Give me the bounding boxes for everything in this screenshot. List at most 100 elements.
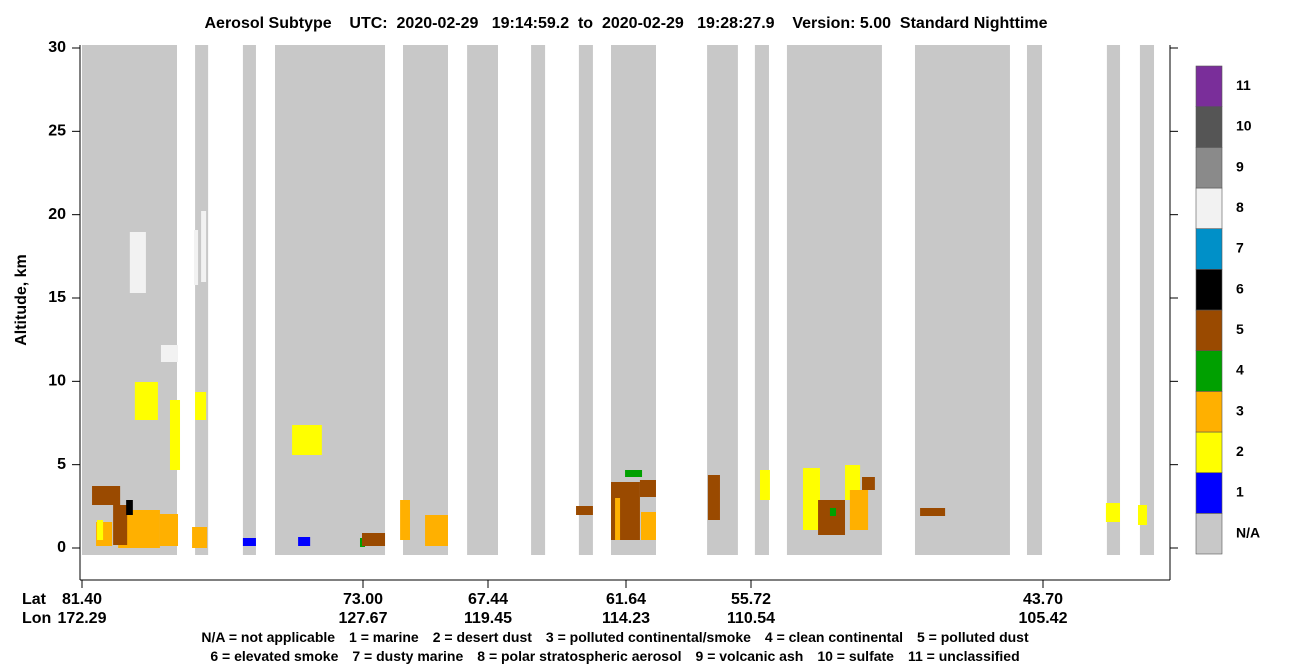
aerosol-feature bbox=[160, 345, 179, 362]
aerosol-feature bbox=[639, 480, 656, 497]
na-column bbox=[707, 45, 738, 555]
x2-axis-label: Lon bbox=[22, 610, 51, 627]
colorbar-box bbox=[1195, 431, 1223, 473]
na-column bbox=[275, 45, 386, 555]
colorbar-label: 6 bbox=[1236, 280, 1244, 296]
legend-entry: 4 = clean continental bbox=[765, 629, 903, 645]
aerosol-feature bbox=[195, 392, 207, 420]
x-tick-label: 43.70 bbox=[1023, 591, 1063, 608]
aerosol-feature bbox=[298, 537, 311, 546]
colorbar-label: 9 bbox=[1236, 158, 1244, 174]
colorbar-label: 11 bbox=[1236, 77, 1251, 93]
colorbar-box bbox=[1195, 309, 1223, 351]
na-column bbox=[578, 45, 593, 555]
x-tick-label: 55.72 bbox=[731, 591, 771, 608]
colorbar-label: 2 bbox=[1236, 443, 1244, 459]
aerosol-feature bbox=[862, 477, 875, 490]
legend-line: N/A = not applicable 1 = marine 2 = desert… bbox=[201, 629, 1029, 645]
aerosol-feature bbox=[194, 230, 199, 285]
na-column bbox=[611, 45, 656, 555]
x2-tick-label: 114.23 bbox=[602, 610, 650, 627]
aerosol-feature bbox=[640, 512, 656, 540]
na-column bbox=[1139, 45, 1155, 555]
x-tick-label: 67.44 bbox=[468, 591, 508, 608]
aerosol-feature bbox=[920, 508, 946, 516]
legend-line: 6 = elevated smoke 7 = dusty marine 8 = po… bbox=[210, 648, 1019, 664]
aerosol-feature bbox=[126, 500, 133, 515]
colorbar-label: 7 bbox=[1236, 240, 1244, 256]
aerosol-feature bbox=[242, 538, 256, 546]
y-tick-label: 15 bbox=[48, 289, 66, 306]
aerosol-feature bbox=[829, 508, 837, 516]
na-column bbox=[786, 45, 882, 555]
na-column bbox=[754, 45, 769, 555]
aerosol-feature bbox=[201, 211, 207, 282]
x-tick-label: 61.64 bbox=[606, 591, 646, 608]
aerosol-feature bbox=[92, 486, 121, 505]
na-column bbox=[1026, 45, 1043, 555]
aerosol-feature bbox=[361, 533, 386, 546]
x2-tick-label: 127.67 bbox=[339, 610, 388, 627]
aerosol-feature bbox=[849, 490, 869, 530]
colorbar-box bbox=[1195, 65, 1223, 107]
legend-entry: 8 = polar stratospheric aerosol bbox=[477, 648, 681, 664]
colorbar-label: 8 bbox=[1236, 199, 1244, 215]
x2-tick-label: 172.29 bbox=[58, 610, 107, 627]
aerosol-feature bbox=[292, 425, 322, 455]
aerosol-feature bbox=[576, 506, 593, 515]
y-tick-label: 30 bbox=[48, 39, 66, 56]
colorbar-label: 3 bbox=[1236, 402, 1244, 418]
x-tick-label: 81.40 bbox=[62, 591, 102, 608]
na-column bbox=[531, 45, 546, 555]
aerosol-feature bbox=[97, 520, 104, 540]
colorbar-label: 10 bbox=[1236, 118, 1252, 134]
y-tick-label: 20 bbox=[48, 206, 66, 223]
colorbar-box bbox=[1195, 350, 1223, 392]
aerosol-feature bbox=[192, 527, 208, 548]
legend-entry: 11 = unclassified bbox=[908, 648, 1020, 664]
colorbar-label: 4 bbox=[1236, 362, 1244, 378]
y-tick-label: 0 bbox=[57, 539, 66, 556]
colorbar-box bbox=[1195, 269, 1223, 311]
aerosol-feature bbox=[134, 382, 158, 420]
colorbar-box bbox=[1195, 147, 1223, 189]
colorbar-label: 1 bbox=[1236, 484, 1244, 500]
x2-tick-label: 105.42 bbox=[1019, 610, 1068, 627]
aerosol-feature bbox=[707, 475, 720, 520]
legend-entry: 1 = marine bbox=[349, 629, 419, 645]
legend-entry: 10 = sulfate bbox=[817, 648, 894, 664]
colorbar-label: N/A bbox=[1236, 524, 1260, 540]
colorbar-box bbox=[1195, 187, 1223, 229]
colorbar-box bbox=[1195, 513, 1223, 555]
aerosol-feature bbox=[802, 468, 820, 530]
x2-tick-label: 119.45 bbox=[464, 610, 512, 627]
aerosol-feature bbox=[159, 514, 179, 546]
chart-title: Aerosol Subtype UTC: 2020-02-29 19:14:59… bbox=[205, 15, 1048, 32]
aerosol-feature bbox=[818, 500, 846, 535]
y-tick-label: 10 bbox=[48, 373, 66, 390]
aerosol-feature bbox=[400, 500, 410, 540]
aerosol-feature bbox=[113, 505, 128, 545]
na-column bbox=[242, 45, 256, 555]
legend-entry: 6 = elevated smoke bbox=[210, 648, 338, 664]
aerosol-feature bbox=[1137, 505, 1147, 525]
colorbar-box bbox=[1195, 391, 1223, 433]
aerosol-feature bbox=[169, 400, 181, 470]
na-column bbox=[82, 45, 178, 555]
legend-entry: 9 = volcanic ash bbox=[696, 648, 804, 664]
y-tick-label: 5 bbox=[57, 456, 66, 473]
colorbar-box bbox=[1195, 106, 1223, 148]
legend-entry: 3 = polluted continental/smoke bbox=[546, 629, 751, 645]
na-column bbox=[1106, 45, 1121, 555]
legend-entry: 5 = polluted dust bbox=[917, 629, 1029, 645]
aerosol-feature bbox=[625, 470, 643, 477]
legend-entry: N/A = not applicable bbox=[201, 629, 335, 645]
aerosol-feature bbox=[1105, 503, 1121, 522]
y-axis-label: Altitude, km bbox=[13, 254, 30, 346]
colorbar-box bbox=[1195, 228, 1223, 270]
legend-entry: 2 = desert dust bbox=[433, 629, 533, 645]
aerosol-feature bbox=[129, 232, 146, 293]
colorbar-label: 5 bbox=[1236, 321, 1244, 337]
x-axis-label: Lat bbox=[22, 591, 47, 608]
